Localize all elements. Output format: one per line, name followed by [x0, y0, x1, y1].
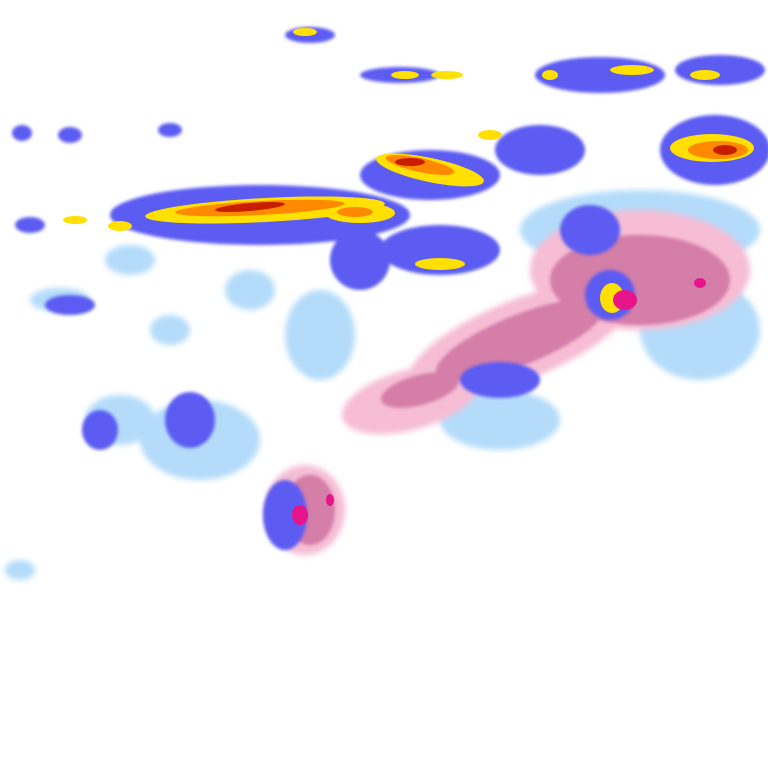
extreme-rain-areas: [215, 145, 737, 213]
heavy-mixed-areas: [292, 278, 706, 525]
